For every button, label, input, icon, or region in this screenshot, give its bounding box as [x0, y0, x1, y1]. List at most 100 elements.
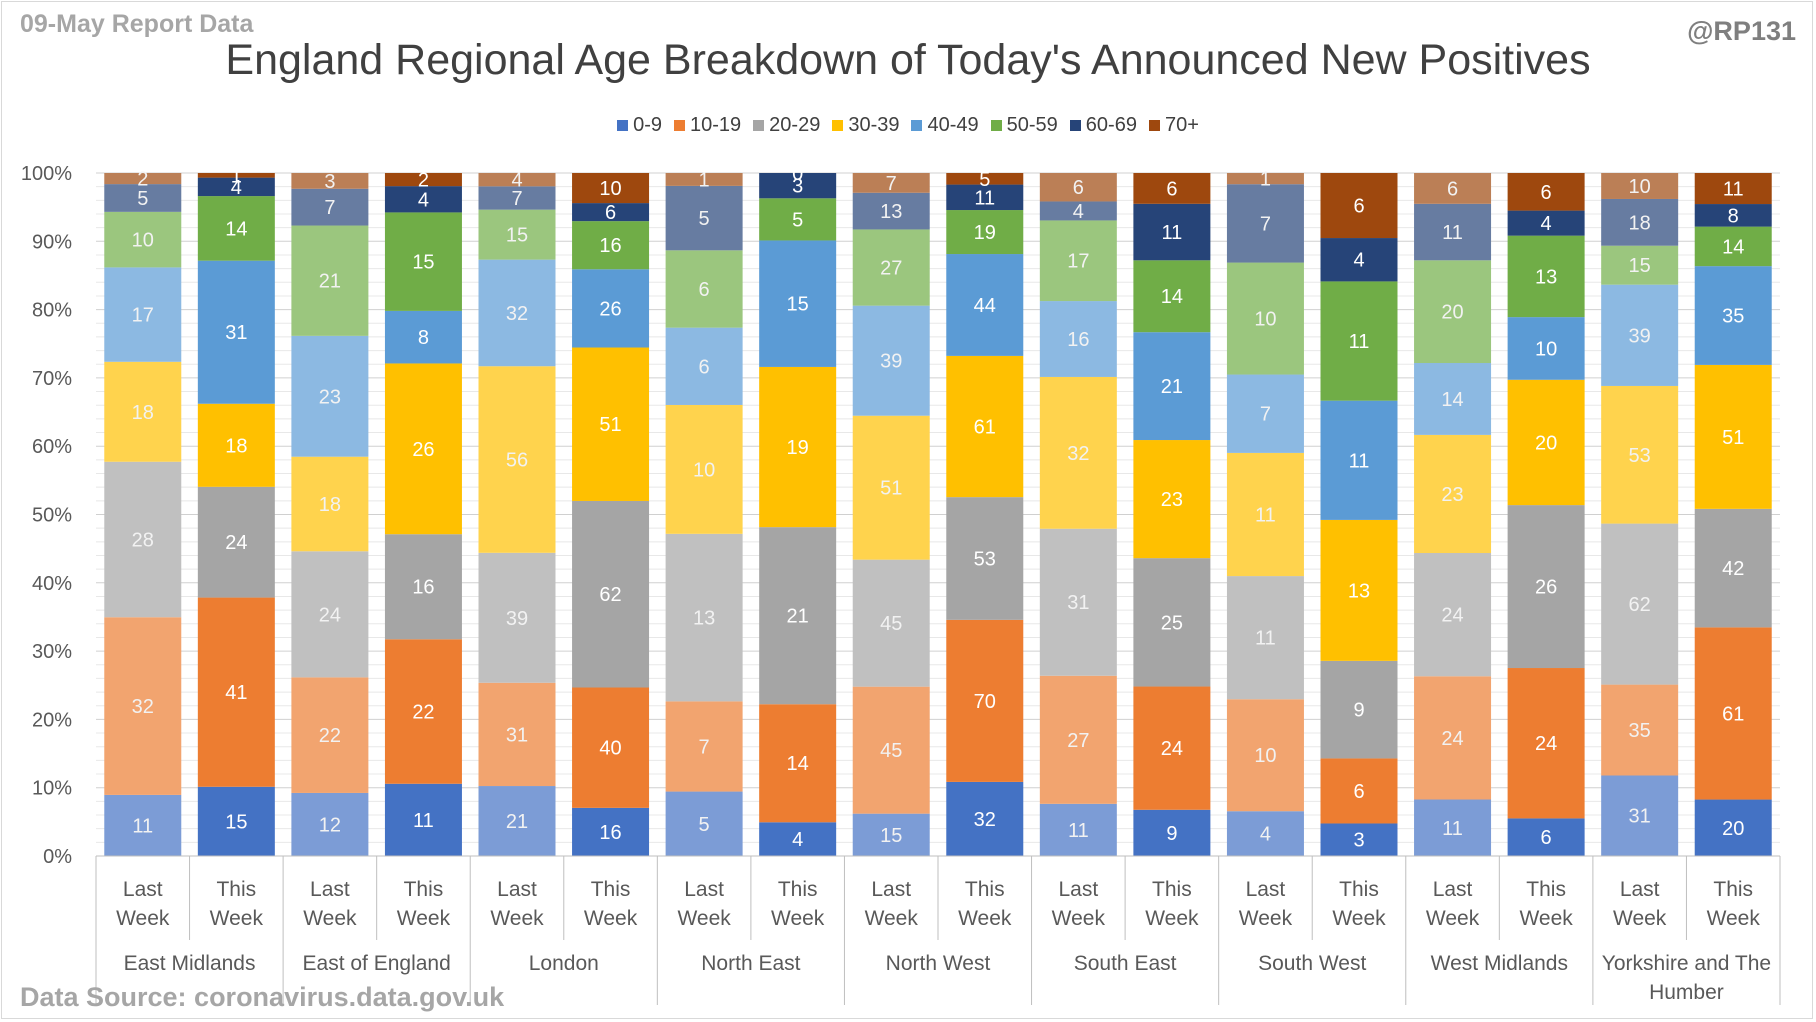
- data-label: 10: [1254, 309, 1276, 331]
- bar-segment: [759, 822, 837, 856]
- region-label: West Midlands: [1431, 952, 1568, 975]
- data-label: 6: [1541, 827, 1552, 849]
- data-label: 23: [319, 386, 341, 408]
- bar-segment: [572, 687, 650, 808]
- data-label: 13: [1535, 266, 1557, 288]
- bar-segment: [665, 327, 743, 405]
- bar-segment: [1601, 284, 1679, 386]
- legend-label: 30-39: [848, 114, 900, 136]
- bar-segment: [197, 486, 275, 598]
- data-label: 3: [1353, 830, 1364, 852]
- period-label: Last: [1058, 878, 1098, 901]
- bar-segment: [759, 527, 837, 705]
- period-label: Week: [1707, 907, 1761, 930]
- period-label: This: [216, 878, 256, 901]
- data-label: 24: [1535, 733, 1557, 755]
- period-label: Last: [871, 878, 911, 901]
- period-label: Week: [1426, 907, 1480, 930]
- data-label: 16: [412, 577, 434, 599]
- author-handle: @RP131: [1687, 16, 1796, 46]
- data-label: 4: [1073, 201, 1084, 223]
- data-label: 14: [1161, 286, 1183, 308]
- region-label: Yorkshire and The Humber: [1602, 952, 1771, 1004]
- bar-segment: [1226, 262, 1304, 375]
- data-label: 56: [506, 450, 528, 472]
- bar-segment: [852, 173, 930, 193]
- data-label: 6: [699, 279, 710, 301]
- period-label: This: [778, 878, 818, 901]
- data-label: 31: [506, 724, 528, 746]
- bar-segment: [759, 198, 837, 241]
- data-label: 1: [231, 165, 242, 187]
- data-label: 6: [1541, 182, 1552, 204]
- bar-segment: [291, 173, 369, 189]
- data-label: 11: [1349, 331, 1370, 353]
- data-label: 13: [880, 201, 902, 223]
- bar-segment: [1039, 803, 1117, 856]
- data-label: 4: [1541, 213, 1552, 235]
- legend-swatch: [1069, 120, 1081, 131]
- data-label: 23: [1441, 484, 1463, 506]
- data-label: 25: [1161, 612, 1183, 634]
- data-label: 5: [792, 209, 803, 231]
- bar-segment: [1226, 811, 1304, 856]
- legend-item-7: 70+: [1148, 114, 1199, 137]
- period-label: Week: [958, 907, 1012, 930]
- data-label: 6: [605, 202, 616, 224]
- data-label: 3: [324, 171, 335, 193]
- data-label: 24: [225, 532, 247, 554]
- y-tick-label: 80%: [32, 300, 72, 322]
- bar-segment: [572, 807, 650, 856]
- bar-segment: [384, 212, 462, 311]
- data-label: 11: [1723, 179, 1744, 201]
- data-label: 6: [1353, 781, 1364, 803]
- data-label: 1: [1260, 169, 1271, 191]
- bar-segment: [1414, 363, 1492, 435]
- bar-segment: [104, 461, 182, 618]
- data-label: 51: [1722, 427, 1744, 449]
- bar-segment: [1039, 173, 1117, 202]
- bar-segment: [852, 813, 930, 856]
- data-label: 16: [1067, 329, 1089, 351]
- data-label: 15: [225, 811, 247, 833]
- data-label: 45: [880, 740, 902, 762]
- bar-segment: [291, 456, 369, 552]
- data-label: 21: [506, 811, 528, 833]
- data-label: 4: [418, 189, 429, 211]
- data-label: 20: [1441, 302, 1463, 324]
- bar-segment: [1601, 245, 1679, 285]
- data-label: 26: [1535, 577, 1557, 599]
- data-label: 15: [880, 825, 902, 847]
- bar-segment: [1039, 675, 1117, 804]
- data-label: 5: [137, 188, 148, 210]
- data-label: 35: [1722, 306, 1744, 328]
- data-label: 7: [1260, 404, 1271, 426]
- data-label: 11: [1068, 820, 1089, 842]
- bar-segment: [104, 617, 182, 795]
- data-label: 31: [1067, 592, 1089, 614]
- data-label: 14: [1441, 389, 1463, 411]
- data-label: 27: [1067, 730, 1089, 752]
- y-tick-label: 70%: [32, 368, 72, 390]
- bar-segment: [1320, 660, 1398, 759]
- bar-segment: [946, 254, 1024, 356]
- legend-label: 20-29: [769, 114, 821, 136]
- bar-segment: [291, 551, 369, 678]
- data-label: 6: [1073, 177, 1084, 199]
- bar-segment: [665, 250, 743, 328]
- legend-item-3: 30-39: [832, 114, 899, 137]
- bar-segment: [665, 173, 743, 186]
- period-label: This: [404, 878, 444, 901]
- bar-segment: [291, 792, 369, 856]
- bar-segment: [946, 619, 1024, 782]
- region-label: East of England: [303, 952, 451, 975]
- data-label: 21: [319, 271, 341, 293]
- bar-segment: [384, 310, 462, 364]
- data-label: 10: [693, 459, 715, 481]
- period-label: Week: [210, 907, 264, 930]
- bar-segment: [197, 196, 275, 261]
- bar-segment: [1414, 676, 1492, 800]
- bar-segment: [1133, 440, 1211, 559]
- bar-segment: [1226, 173, 1304, 185]
